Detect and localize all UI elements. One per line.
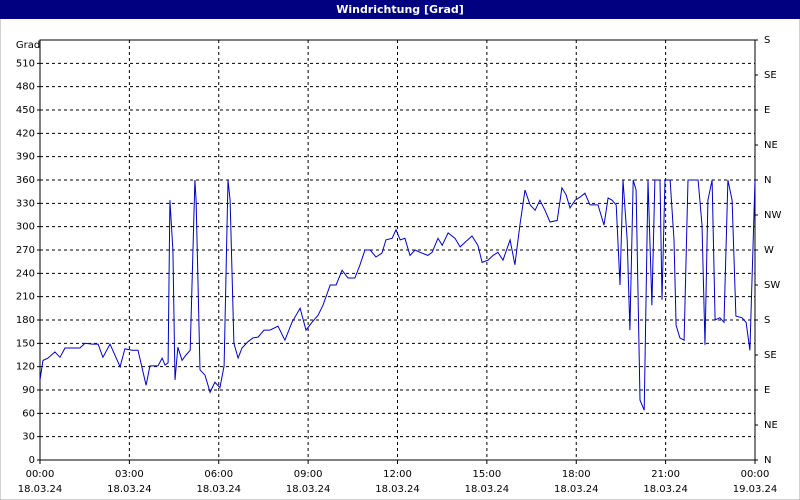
x-tick-date: 18.03.24 — [107, 484, 152, 495]
x-tick-date: 18.03.24 — [196, 484, 241, 495]
y-axis-label: Grad — [16, 40, 40, 51]
y-tick-label: 120 — [16, 362, 35, 373]
x-tick-date: 18.03.24 — [286, 484, 331, 495]
title-bar — [0, 0, 800, 19]
y2-tick-label: E — [764, 385, 770, 396]
x-tick-label: 00:00 — [741, 469, 770, 480]
x-tick-date: 18.03.24 — [554, 484, 599, 495]
y-tick-label: 330 — [16, 198, 35, 209]
y2-tick-label: SE — [764, 70, 777, 81]
y2-tick-label: S — [764, 35, 770, 46]
y-tick-label: 510 — [16, 58, 35, 69]
y-tick-label: 450 — [16, 105, 35, 116]
x-tick-label: 03:00 — [115, 469, 144, 480]
y2-tick-label: N — [764, 455, 771, 466]
y-tick-label: 360 — [16, 175, 35, 186]
x-tick-date: 18.03.24 — [643, 484, 688, 495]
y2-tick-label: NW — [764, 210, 781, 221]
x-tick-date: 18.03.24 — [18, 484, 63, 495]
x-tick-label: 18:00 — [562, 469, 591, 480]
x-tick-date: 18.03.24 — [465, 484, 510, 495]
chart-title: Windrichtung [Grad] — [336, 3, 464, 16]
y-tick-label: 60 — [22, 408, 35, 419]
y-tick-label: 0 — [29, 455, 35, 466]
y-tick-label: 480 — [16, 82, 35, 93]
y-tick-label: 210 — [16, 292, 35, 303]
x-tick-date: 19.03.24 — [733, 484, 778, 495]
x-tick-label: 12:00 — [383, 469, 412, 480]
y2-tick-label: NE — [764, 140, 778, 151]
y2-tick-label: S — [764, 315, 770, 326]
y-tick-label: 90 — [22, 385, 35, 396]
y-tick-label: 150 — [16, 338, 35, 349]
x-tick-label: 21:00 — [651, 469, 680, 480]
y2-tick-label: W — [764, 245, 774, 256]
y-tick-label: 390 — [16, 152, 35, 163]
y-tick-label: 240 — [16, 268, 35, 279]
x-tick-label: 00:00 — [26, 469, 55, 480]
y-tick-label: 300 — [16, 222, 35, 233]
y-tick-label: 30 — [22, 432, 35, 443]
y2-tick-label: SW — [764, 280, 780, 291]
y-tick-label: 270 — [16, 245, 35, 256]
x-tick-label: 06:00 — [204, 469, 233, 480]
y-tick-label: 180 — [16, 315, 35, 326]
y-tick-label: 420 — [16, 128, 35, 139]
y2-tick-label: E — [764, 105, 770, 116]
y2-tick-label: N — [764, 175, 771, 186]
y2-tick-label: SE — [764, 350, 777, 361]
data-line — [39, 179, 756, 411]
x-tick-date: 18.03.24 — [375, 484, 420, 495]
plot-border — [39, 39, 756, 461]
y2-tick-label: NE — [764, 420, 778, 431]
x-tick-label: 15:00 — [472, 469, 501, 480]
x-tick-label: 09:00 — [294, 469, 323, 480]
